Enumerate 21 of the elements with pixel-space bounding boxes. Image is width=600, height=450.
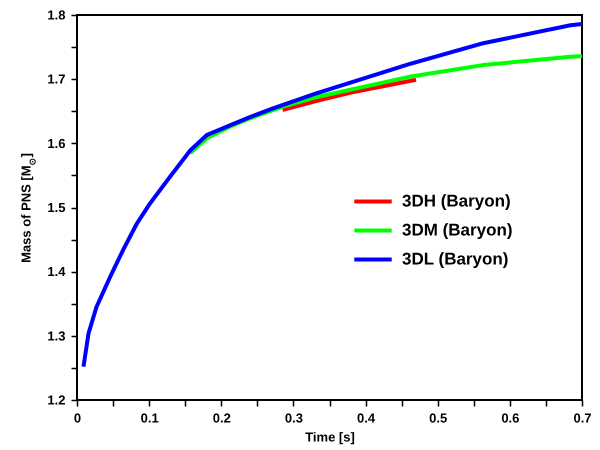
x-tick-label: 0.6 xyxy=(501,410,520,426)
x-tick-label: 0.1 xyxy=(140,410,159,426)
y-tick-label: 1.4 xyxy=(47,264,66,280)
x-tick-label: 0.3 xyxy=(284,410,303,426)
x-tick-label: 0 xyxy=(74,410,82,426)
line-series xyxy=(280,78,418,112)
x-tick-label: 0.7 xyxy=(573,410,592,426)
y-tick-label: 1.5 xyxy=(47,200,66,215)
y-tick-label: 1.2 xyxy=(47,392,66,408)
y-tick-label: 1.3 xyxy=(47,328,66,344)
x-tick-label: 0.4 xyxy=(357,410,376,426)
line-series xyxy=(81,22,584,369)
legend-label: 3DL (Baryon) xyxy=(402,250,508,269)
x-axis-title: Time [s] xyxy=(305,430,355,444)
legend-label: 3DH (Baryon) xyxy=(402,192,511,211)
y-tick-label: 1.6 xyxy=(47,136,66,151)
x-tick-label: 0.2 xyxy=(212,410,231,426)
legend-label: 3DM (Baryon) xyxy=(402,220,513,240)
x-tick-label: 0.5 xyxy=(429,410,448,426)
y-tick-label: 1.8 xyxy=(47,8,66,22)
y-tick-label: 1.7 xyxy=(47,72,66,87)
